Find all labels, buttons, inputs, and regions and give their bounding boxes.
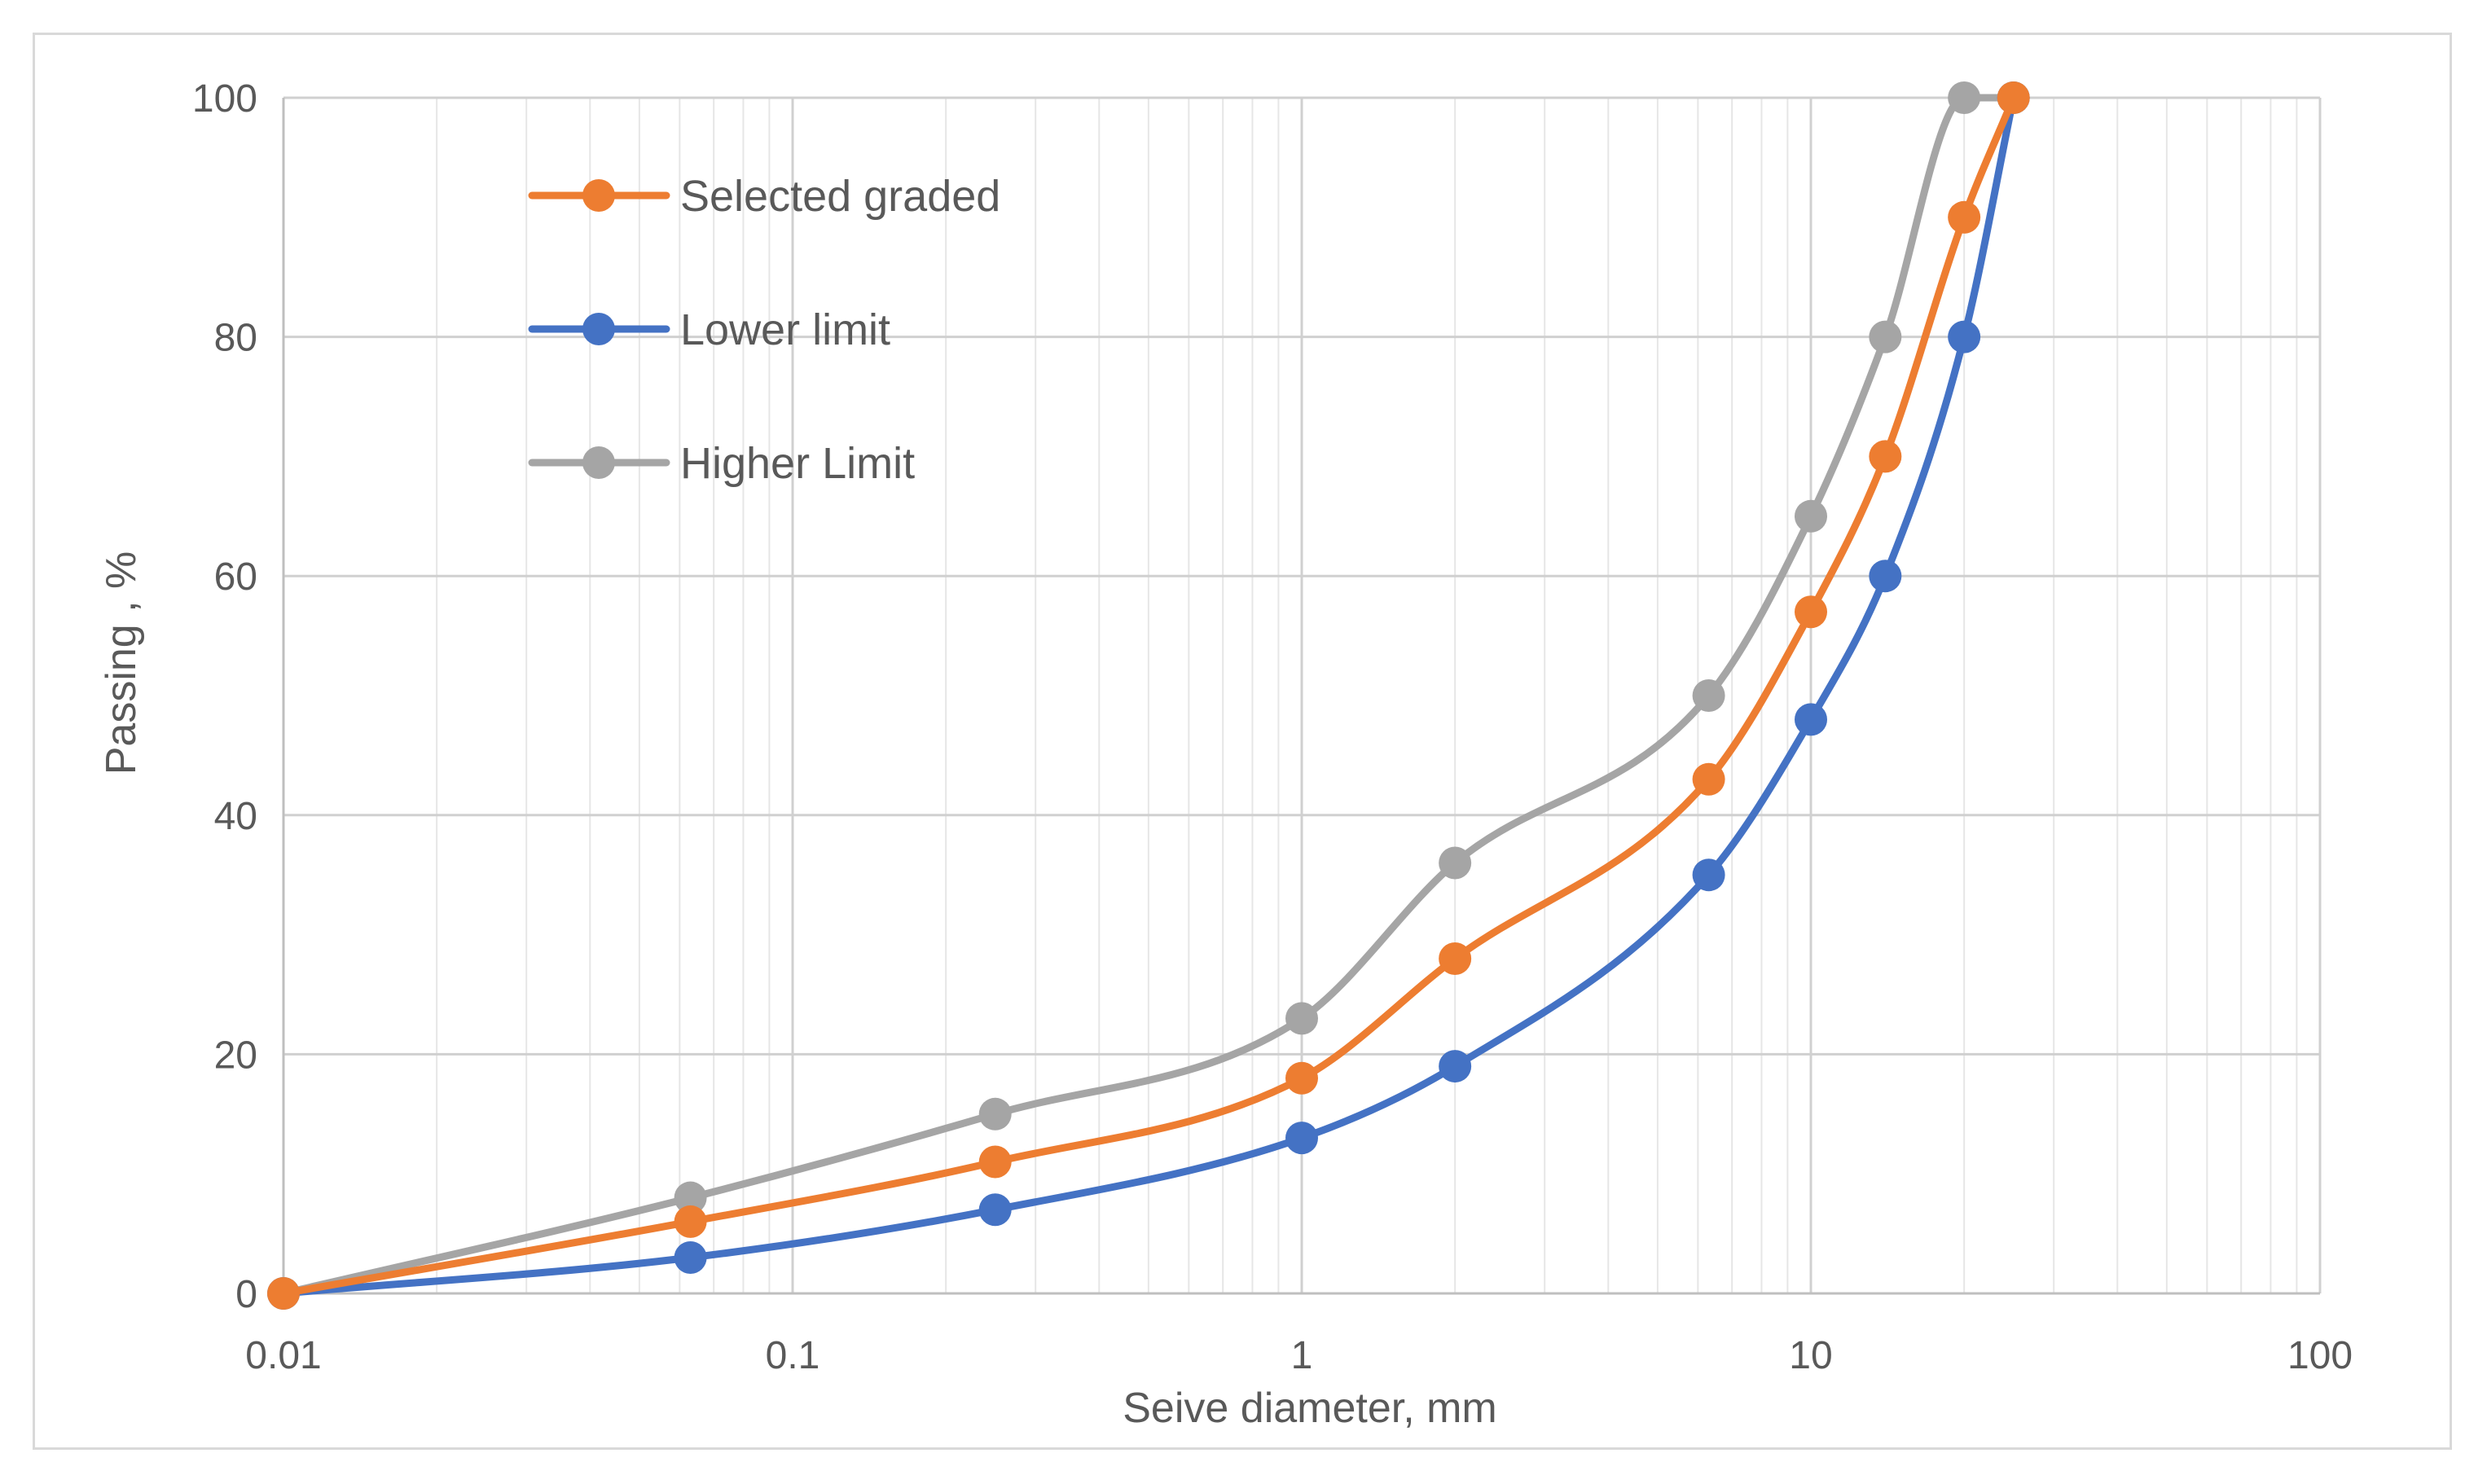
data-point-selected-graded: [1948, 200, 1981, 234]
legend-swatch-marker: [582, 446, 615, 479]
data-point-lower-limit: [1869, 560, 1902, 593]
y-tick-label: 40: [214, 795, 257, 838]
y-tick-label: 80: [214, 317, 257, 360]
legend-label: Higher Limit: [680, 439, 915, 488]
data-point-lower-limit: [1948, 320, 1981, 353]
data-point-lower-limit: [1285, 1122, 1318, 1155]
data-point-higher-limit: [1948, 81, 1981, 114]
data-point-higher-limit: [1692, 679, 1725, 712]
y-tick-label: 60: [214, 555, 257, 599]
x-tick-label: 100: [2287, 1334, 2353, 1377]
data-point-selected-graded: [267, 1277, 300, 1310]
data-point-lower-limit: [1795, 703, 1827, 736]
legend-item-lower-limit: Lower limit: [528, 305, 890, 354]
legend-swatch-marker: [582, 179, 615, 212]
data-point-selected-graded: [1439, 942, 1472, 975]
y-tick-label: 100: [192, 77, 257, 121]
axes: 0 20 40 60 80 100 0.01 0.1 1 10 100: [192, 77, 2353, 1377]
data-point-higher-limit: [978, 1097, 1012, 1131]
series-selected-graded: [267, 81, 2030, 1310]
series: [267, 81, 2030, 1310]
x-axis-title: Seive diameter, mm: [1123, 1385, 1497, 1432]
legend-item-selected-graded: Selected graded: [528, 172, 1000, 221]
legend-swatch-marker: [582, 313, 615, 345]
x-tick-label: 1: [1291, 1334, 1313, 1377]
legend: Selected graded Lower limit Higher Limit: [528, 172, 1000, 488]
series-line-selected-graded: [279, 94, 2018, 1297]
series-line-lower-limit: [279, 94, 2018, 1297]
legend-label: Lower limit: [680, 305, 890, 354]
data-point-higher-limit: [1795, 499, 1827, 533]
data-point-lower-limit: [1692, 858, 1725, 892]
data-point-selected-graded: [1692, 762, 1725, 796]
legend-label: Selected graded: [680, 172, 1000, 221]
data-point-selected-graded: [674, 1205, 707, 1238]
data-point-selected-graded: [1795, 595, 1827, 629]
data-point-higher-limit: [1439, 846, 1472, 880]
y-axis-title: Passing , %: [98, 551, 145, 775]
data-point-selected-graded: [1285, 1061, 1318, 1095]
x-tick-label: 10: [1789, 1334, 1832, 1377]
data-point-selected-graded: [1997, 81, 2030, 114]
data-point-lower-limit: [674, 1240, 707, 1274]
data-point-selected-graded: [978, 1145, 1012, 1179]
data-point-higher-limit: [1285, 1002, 1318, 1035]
data-point-lower-limit: [978, 1193, 1012, 1227]
y-tick-label: 20: [214, 1034, 257, 1077]
chart-frame: 0 20 40 60 80 100 0.01 0.1 1 10 100 Selected grade…: [33, 33, 2452, 1450]
grid: [282, 96, 2322, 1295]
data-point-higher-limit: [1869, 320, 1902, 353]
data-point-lower-limit: [1439, 1050, 1472, 1083]
x-tick-label: 0.1: [766, 1334, 820, 1377]
x-tick-label: 0.01: [245, 1334, 321, 1377]
data-point-selected-graded: [1869, 440, 1902, 473]
chart-svg: 0 20 40 60 80 100 0.01 0.1 1 10 100 Selected grade…: [98, 77, 2353, 1432]
data-point-higher-limit: [674, 1181, 707, 1214]
y-tick-label: 0: [235, 1273, 257, 1316]
legend-item-higher-limit: Higher Limit: [528, 439, 915, 488]
